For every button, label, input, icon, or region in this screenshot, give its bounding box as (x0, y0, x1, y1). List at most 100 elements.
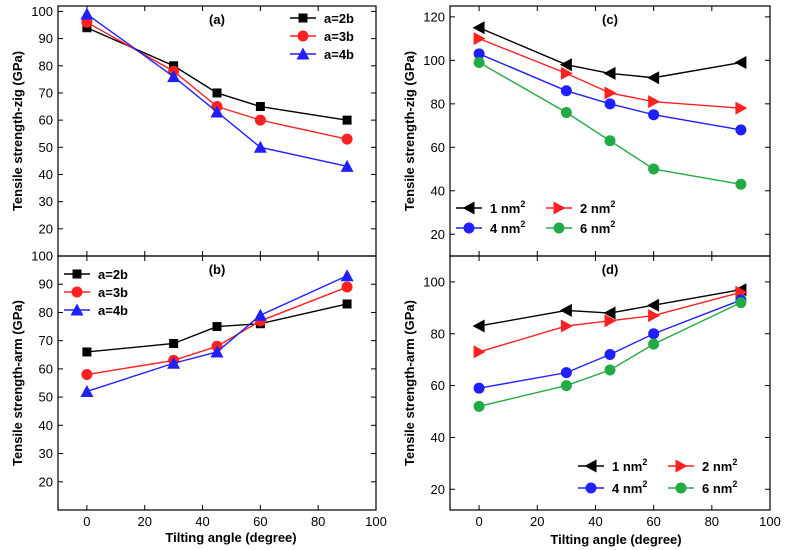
y-tick-label: 100 (423, 274, 445, 289)
data-point (341, 281, 353, 293)
legend-label: a=2b (98, 267, 128, 282)
panel-a: 20 30 40 50 60 70 80 90 100 Tensile strength-zig … (10, 4, 377, 257)
y-axis-title: Tensile strength-arm (GPa) (402, 300, 417, 466)
legend-marker (296, 47, 310, 60)
legend-label-superscript: 2 (520, 199, 525, 209)
data-point (254, 114, 266, 126)
legend-label: 1 nm2 (612, 457, 647, 474)
data-point (81, 369, 93, 381)
series-2-nm (473, 285, 748, 359)
legend-label: 2 nm2 (702, 457, 737, 474)
legend: 1 nm2 2 nm2 4 nm2 6 nm2 (456, 199, 615, 236)
y-tick-label: 40 (39, 167, 53, 182)
data-point (735, 178, 747, 190)
y-tick-label: 40 (431, 183, 445, 198)
x-axis-title-left: Tilting angle (degree) (165, 530, 296, 545)
data-point (210, 105, 224, 118)
legend-marker (298, 13, 308, 23)
x-tick-label: 100 (365, 514, 387, 529)
data-point (648, 338, 660, 350)
legend-label: a=4b (98, 303, 128, 318)
y-tick-label: 20 (431, 482, 445, 497)
x-tick-label: 20 (530, 514, 544, 529)
series-6-nm (473, 297, 747, 412)
x-tick-label: 60 (253, 514, 267, 529)
data-point (167, 356, 181, 369)
x-tick-label: 20 (137, 514, 151, 529)
data-point (473, 400, 485, 412)
y-tick-label: 60 (39, 113, 53, 128)
legend-label-superscript: 2 (732, 479, 737, 489)
panel-c: 20 40 60 80 100 120 Tensile strength-zig (GPa)… (402, 5, 771, 257)
data-point (80, 384, 94, 397)
legend-label-superscript: 2 (642, 457, 647, 467)
y-tick-label: 60 (431, 140, 445, 155)
y-tick-label: 100 (423, 53, 445, 68)
data-point (167, 70, 181, 83)
legend-label: 4 nm2 (612, 479, 647, 496)
data-point (342, 299, 352, 309)
data-point (604, 86, 617, 100)
legend-marker (675, 459, 688, 473)
data-point (473, 48, 485, 60)
data-point (473, 345, 486, 359)
data-point (560, 367, 572, 379)
y-tick-label: 20 (431, 227, 445, 242)
data-point (735, 101, 748, 115)
data-point (210, 345, 224, 358)
panel-b: 20 30 40 50 60 70 80 90 100 0 20 40 60 80 100 Tensile s… (10, 249, 387, 530)
data-point (647, 71, 660, 85)
data-point (604, 364, 616, 376)
y-tick-label: 100 (31, 249, 53, 264)
y-tick-label: 20 (39, 474, 53, 489)
y-tick-label: 100 (31, 4, 53, 19)
legend-label: a=3b (324, 29, 354, 44)
data-point (604, 98, 616, 110)
y-axis-title: Tensile strength-arm (GPa) (10, 300, 25, 466)
legend-label: 4 nm2 (490, 219, 525, 236)
legend-marker (72, 269, 82, 279)
legend-label: a=2b (324, 11, 354, 26)
data-point (604, 314, 617, 328)
y-tick-label: 90 (39, 277, 53, 292)
y-tick-label: 40 (39, 418, 53, 433)
y-tick-label: 80 (39, 58, 53, 73)
y-tick-label: 50 (39, 140, 53, 155)
series-6-nm (473, 57, 747, 190)
y-axis-title: Tensile strength-zig (GPa) (402, 51, 417, 211)
data-point (253, 308, 267, 321)
data-point (212, 322, 222, 332)
data-point (255, 102, 265, 112)
series-4-nm (473, 294, 747, 394)
data-point (648, 95, 661, 109)
data-point (734, 56, 747, 70)
y-axis-title: Tensile strength-zig (GPa) (10, 51, 25, 211)
x-tick-label: 0 (475, 514, 482, 529)
legend-label: a=3b (98, 285, 128, 300)
x-tick-label: 40 (195, 514, 209, 529)
legend-marker (462, 201, 475, 215)
data-point (560, 380, 572, 392)
legend-marker (297, 30, 309, 42)
panel-label: (a) (209, 12, 225, 27)
data-point (342, 115, 352, 125)
legend-label: 2 nm2 (580, 199, 615, 216)
data-point (472, 21, 485, 35)
data-point (560, 85, 572, 97)
data-point (340, 159, 354, 172)
data-point (472, 319, 485, 333)
series-4-nm (473, 48, 747, 136)
panel-label: (b) (209, 262, 226, 277)
data-point (212, 88, 222, 98)
legend-label-superscript: 2 (732, 457, 737, 467)
data-point (473, 57, 485, 69)
series-a=4b (80, 269, 354, 397)
data-point (603, 306, 616, 320)
legend-marker (585, 482, 597, 494)
data-point (341, 133, 353, 145)
data-point (648, 309, 661, 323)
data-point (648, 109, 660, 121)
data-point (80, 7, 94, 20)
legend-label-superscript: 2 (642, 479, 647, 489)
